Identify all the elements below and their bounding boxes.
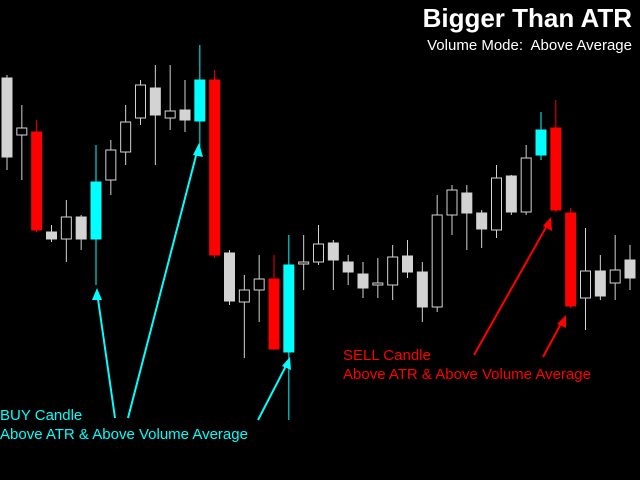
chart-title: Bigger Than ATR [423,3,633,33]
candle-body [179,109,191,121]
candle-body [90,181,102,240]
arrow [257,361,289,421]
annotation: Above ATR & Above Volume Average [0,426,248,443]
candle-body [387,256,399,286]
candle-body [565,212,577,307]
candle-body [357,273,369,289]
annotation: Above ATR & Above Volume Average [343,366,591,383]
candle-body [120,121,132,153]
arrow [473,221,550,356]
candle-body [476,212,488,230]
candle-body [313,243,324,263]
candle-body [327,242,339,261]
candle-body [46,231,57,240]
arrows [92,143,566,421]
candles [1,45,636,420]
candle-body [505,175,517,213]
arrow [96,291,116,419]
candle-body [461,192,473,214]
candle-body [594,270,606,297]
arrow [542,319,564,358]
candle-body [16,127,28,136]
candle-body [238,289,250,303]
candle-body [580,270,591,299]
candle-body [446,189,458,216]
annotation: BUY Candle [0,407,82,424]
arrow [127,147,199,419]
candle-body [135,84,146,119]
candle-body [431,214,443,308]
candle-body [253,278,265,291]
candle-body [535,129,547,156]
arrow-head [193,143,203,157]
candle-body [298,261,310,265]
candle-body [105,149,117,181]
annotation: SELL Candle [343,347,431,364]
candle-body [416,271,428,308]
candle-body [268,278,280,350]
candle-body [342,261,354,273]
candle-body [164,110,176,119]
candle-body [224,252,235,302]
candle-body [60,216,72,240]
chart-subtitle: Volume Mode: Above Average [427,37,632,54]
candle-body [624,259,636,279]
arrow-head [282,357,291,370]
candle-body [149,87,161,116]
arrow-head [543,217,552,231]
candle-body [1,77,13,158]
candle-body [402,255,413,273]
candle-body [283,264,295,353]
candle-body [194,79,206,122]
candle-body [372,282,384,286]
candle-body [209,79,221,256]
candle-body [520,157,532,213]
candle-body [75,216,87,240]
arrow-head [557,315,566,328]
candle-body [550,127,562,211]
candle-body [31,131,43,231]
candle-body [491,177,502,231]
arrow-head [92,288,102,300]
candle-body [609,269,621,284]
